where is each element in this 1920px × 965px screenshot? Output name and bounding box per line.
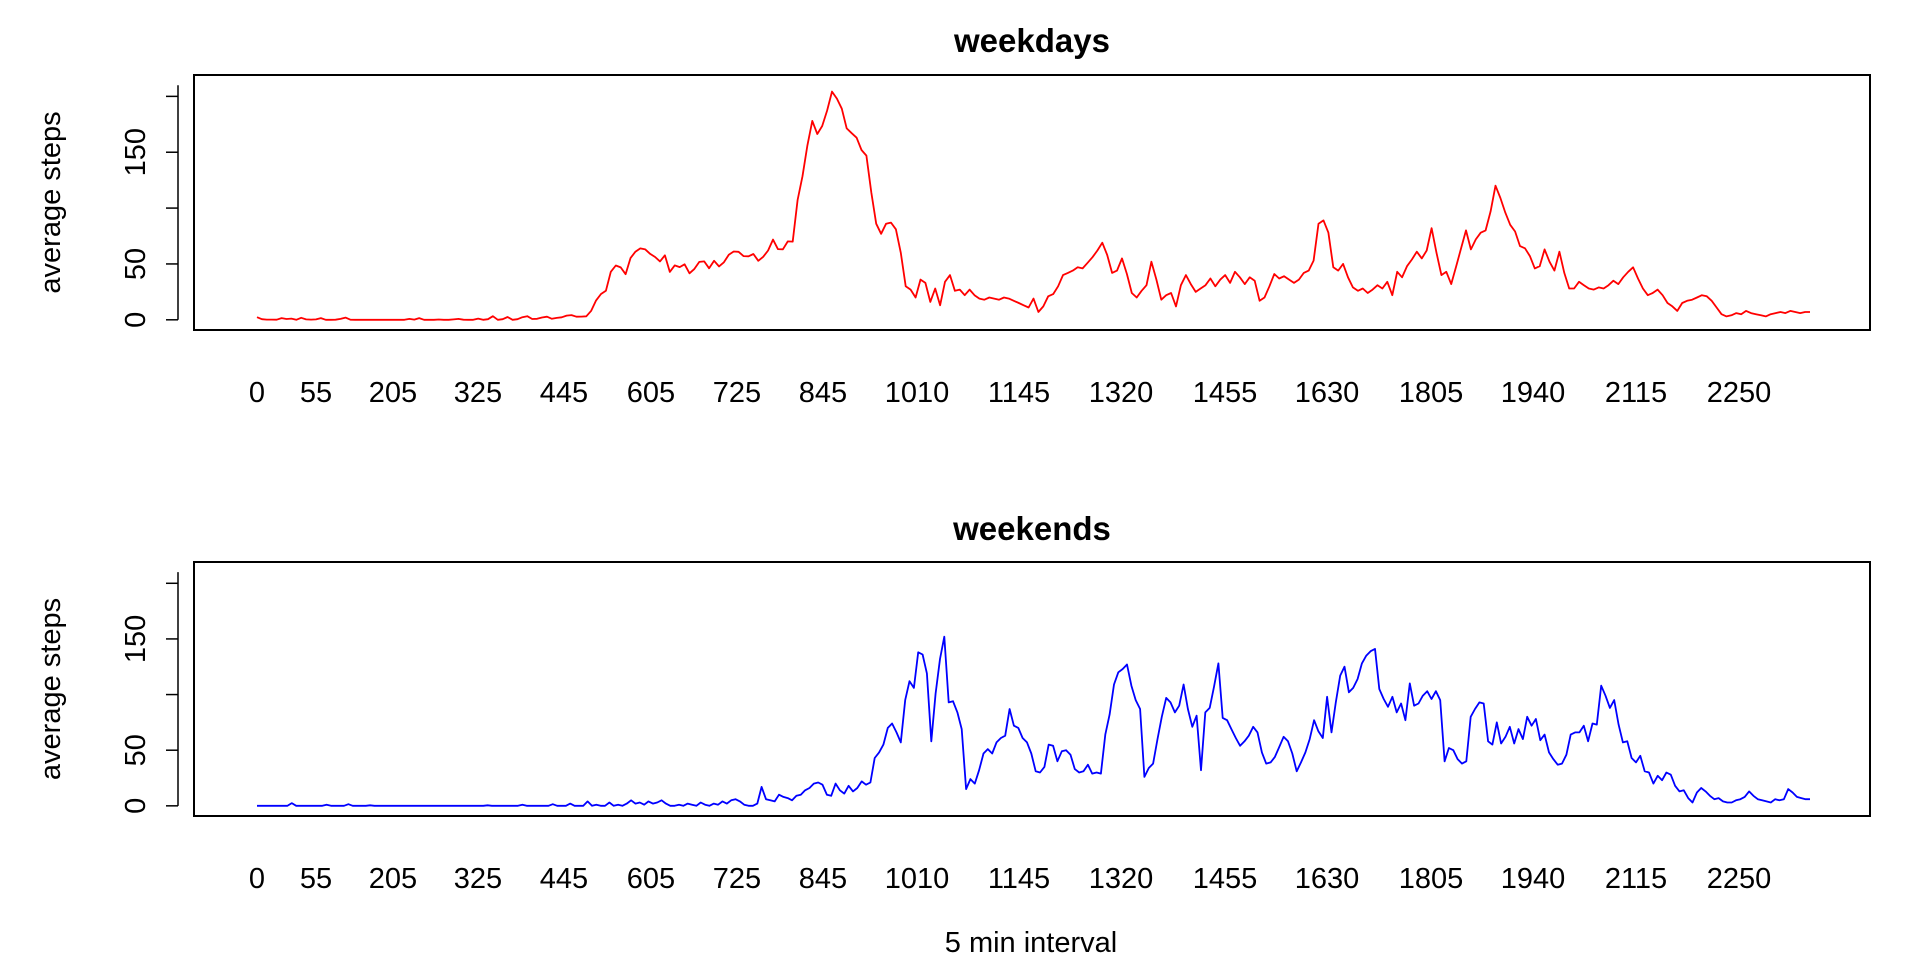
panel-weekdays: weekdays 0 50 150 average steps 0 55 205 325 445 6… [35, 22, 1871, 409]
x-tick-label: 445 [540, 863, 588, 895]
x-tick-label: 1940 [1501, 377, 1566, 409]
x-tick-label: 325 [454, 863, 502, 895]
x-tick-label: 1320 [1089, 377, 1154, 409]
chart-title: weekdays [953, 22, 1110, 59]
x-tick-label: 1145 [988, 863, 1050, 895]
x-tick-label: 2115 [1605, 863, 1667, 895]
x-tick-label: 1630 [1295, 863, 1360, 895]
x-tick-label: 325 [454, 377, 502, 409]
x-tick-label: 1145 [988, 377, 1050, 409]
x-tick-label: 1320 [1089, 863, 1154, 895]
x-tick-label: 725 [713, 863, 761, 895]
x-tick-label: 725 [713, 377, 761, 409]
x-tick-label: 0 [249, 863, 265, 895]
y-tick-label: 50 [120, 734, 152, 766]
x-axis-label: 5 min interval [945, 927, 1117, 959]
x-tick-label: 1010 [885, 377, 950, 409]
x-tick-label: 1805 [1399, 863, 1464, 895]
x-tick-label: 2115 [1605, 377, 1667, 409]
x-tick-label: 845 [799, 863, 847, 895]
x-tick-label: 845 [799, 377, 847, 409]
x-tick-label: 605 [627, 377, 675, 409]
x-tick-label: 1940 [1501, 863, 1566, 895]
x-tick-label: 1630 [1295, 377, 1360, 409]
y-tick-label: 150 [120, 128, 152, 176]
x-tick-label: 55 [300, 377, 332, 409]
x-tick-label: 1805 [1399, 377, 1464, 409]
y-tick-label: 0 [120, 798, 152, 814]
x-tick-label: 2250 [1707, 863, 1772, 895]
y-tick-label: 0 [120, 312, 152, 328]
x-tick-label: 1455 [1193, 377, 1258, 409]
x-tick-label: 205 [369, 863, 417, 895]
x-tick-label: 205 [369, 377, 417, 409]
series-line-weekends [257, 635, 1810, 807]
x-tick-label: 2250 [1707, 377, 1772, 409]
plot-frame [193, 74, 1871, 331]
y-axis-label: average steps [35, 111, 67, 293]
y-tick-label: 150 [120, 615, 152, 663]
y-tick-label: 50 [120, 248, 152, 280]
series-line-weekdays [256, 90, 1810, 321]
x-tick-label: 445 [540, 377, 588, 409]
x-tick-label: 605 [627, 863, 675, 895]
x-tick-label: 1455 [1193, 863, 1258, 895]
x-tick-label: 0 [249, 377, 265, 409]
panel-weekends: weekends 0 50 150 average steps 0 55 205 325 445 6… [35, 510, 1871, 895]
x-tick-label: 1010 [885, 863, 950, 895]
x-tick-label: 55 [300, 863, 332, 895]
chart-title: weekends [952, 510, 1111, 547]
plot-frame [193, 561, 1871, 817]
y-axis-label: average steps [35, 598, 67, 780]
